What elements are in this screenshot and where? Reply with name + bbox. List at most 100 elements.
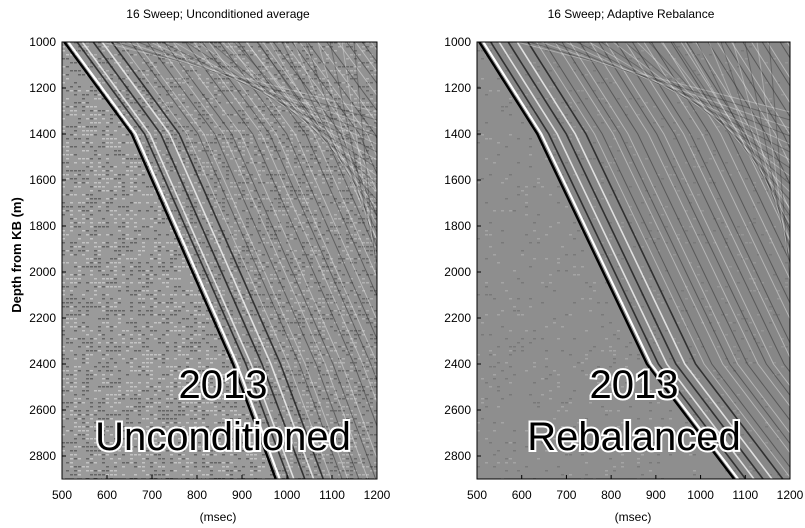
- noise-speck: [134, 266, 137, 268]
- noise-speck: [186, 466, 189, 468]
- noise-speck: [278, 118, 281, 120]
- noise-speck: [242, 94, 245, 96]
- noise-speck: [82, 178, 85, 180]
- noise-speck: [286, 54, 289, 56]
- noise-speck: [82, 46, 85, 48]
- noise-speck: [166, 114, 169, 116]
- noise-speck: [210, 98, 213, 100]
- noise-speck: [66, 306, 69, 308]
- noise-speck: [122, 342, 125, 344]
- noise-speck: [342, 94, 345, 96]
- noise-speck: [90, 470, 93, 472]
- noise-speck: [118, 238, 121, 240]
- noise-speck: [70, 146, 73, 148]
- noise-speck: [278, 54, 281, 56]
- noise-speck: [70, 474, 73, 476]
- noise-speck: [94, 90, 97, 92]
- noise-speck: [118, 346, 121, 348]
- noise-speck: [142, 90, 145, 92]
- noise-speck: [98, 222, 101, 224]
- noise-speck: [98, 226, 101, 228]
- noise-speck: [106, 286, 109, 288]
- noise-speck: [114, 270, 117, 272]
- noise-speck: [330, 86, 333, 88]
- noise-speck: [230, 62, 233, 64]
- noise-speck: [74, 434, 77, 436]
- panel-unconditioned: 16 Sweep; Unconditioned average 10001200…: [9, 7, 391, 524]
- noise-speck: [150, 98, 153, 100]
- noise-speck: [134, 258, 137, 260]
- noise-speck: [334, 110, 337, 112]
- noise-speck: [290, 58, 293, 60]
- noise-speck: [178, 350, 181, 352]
- noise-speck: [114, 154, 117, 156]
- noise-speck: [154, 82, 157, 84]
- noise-speck: [110, 342, 113, 344]
- noise-speck: [306, 58, 309, 60]
- noise-speck: [146, 238, 149, 240]
- noise-speck: [126, 226, 129, 228]
- noise-speck: [210, 462, 213, 464]
- noise-speck: [150, 278, 153, 280]
- noise-speck: [110, 178, 113, 180]
- noise-speck: [114, 326, 117, 328]
- noise-speck: [114, 302, 117, 304]
- noise-speck: [150, 102, 153, 104]
- noise-speck: [110, 74, 113, 76]
- noise-speck: [82, 438, 85, 440]
- noise-speck: [270, 58, 273, 60]
- noise-speck: [190, 462, 193, 464]
- noise-speck: [290, 62, 293, 64]
- noise-speck: [138, 166, 141, 168]
- noise-speck: [242, 466, 245, 468]
- noise-speck: [146, 310, 149, 312]
- noise-speck: [86, 306, 89, 308]
- noise-speck: [82, 218, 85, 220]
- noise-speck: [74, 442, 77, 444]
- noise-speck: [238, 78, 241, 80]
- noise-speck: [481, 58, 484, 60]
- noise-speck: [134, 214, 137, 216]
- noise-speck: [158, 358, 161, 360]
- noise-speck: [126, 222, 129, 224]
- noise-speck: [174, 86, 177, 88]
- noise-speck: [202, 462, 205, 464]
- noise-speck: [134, 230, 137, 232]
- noise-speck: [318, 82, 321, 84]
- noise-speck: [350, 102, 353, 104]
- noise-speck: [82, 330, 85, 332]
- noise-speck: [146, 94, 149, 96]
- noise-speck: [134, 474, 137, 476]
- noise-speck: [122, 198, 125, 200]
- noise-speck: [126, 374, 129, 376]
- noise-speck: [86, 258, 89, 260]
- noise-speck: [130, 98, 133, 100]
- noise-speck: [102, 386, 105, 388]
- noise-speck: [150, 334, 153, 336]
- noise-speck: [66, 358, 69, 360]
- noise-speck: [74, 106, 77, 108]
- noise-speck: [162, 54, 165, 56]
- noise-speck: [146, 406, 149, 408]
- noise-speck: [282, 82, 285, 84]
- noise-speck: [102, 278, 105, 280]
- noise-speck: [158, 474, 161, 476]
- noise-speck: [82, 326, 85, 328]
- noise-speck: [102, 190, 105, 192]
- noise-speck: [146, 98, 149, 100]
- noise-speck: [206, 334, 209, 336]
- noise-speck: [70, 134, 73, 136]
- noise-speck: [94, 242, 97, 244]
- noise-speck: [286, 110, 289, 112]
- noise-speck: [130, 158, 133, 160]
- noise-speck: [170, 330, 173, 332]
- noise-speck: [166, 234, 169, 236]
- noise-speck: [190, 282, 193, 284]
- noise-speck: [118, 298, 121, 300]
- noise-speck: [70, 246, 73, 248]
- noise-speck: [138, 278, 141, 280]
- noise-speck: [190, 86, 193, 88]
- noise-speck: [82, 274, 85, 276]
- noise-speck: [94, 182, 97, 184]
- noise-speck: [138, 250, 141, 252]
